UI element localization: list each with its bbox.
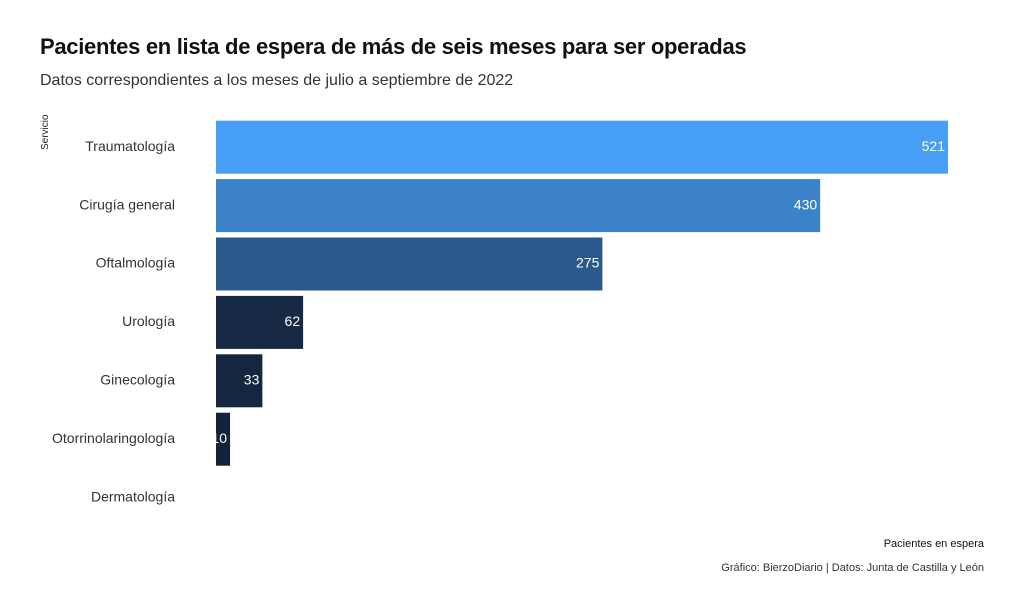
data-label: 10 [211,430,227,446]
y-tick-label: Otorrinolaringología [52,430,175,446]
data-label: 430 [794,196,818,212]
data-label: 33 [244,372,260,388]
y-tick-label: Oftalmología [96,255,176,271]
bar [216,295,304,349]
bar [216,412,231,466]
data-label: 62 [285,313,301,329]
data-label: 521 [922,138,946,154]
bar [216,120,948,174]
data-label: 275 [576,255,600,271]
bar [216,237,603,291]
chart-caption: Gráfico: BierzoDiario | Datos: Junta de … [721,562,984,574]
bar [216,354,263,408]
y-tick-label: Cirugía general [79,196,175,212]
y-tick-label: Urología [122,313,175,329]
bar [216,179,821,233]
y-tick-label: Ginecología [100,372,175,388]
chart-subtitle: Datos correspondientes a los meses de ju… [40,72,514,89]
chart-title: Pacientes en lista de espera de más de s… [40,34,747,59]
y-tick-label: Traumatología [85,138,175,154]
y-tick-label: Dermatología [91,488,175,504]
x-axis-title: Pacientes en espera [883,538,984,550]
